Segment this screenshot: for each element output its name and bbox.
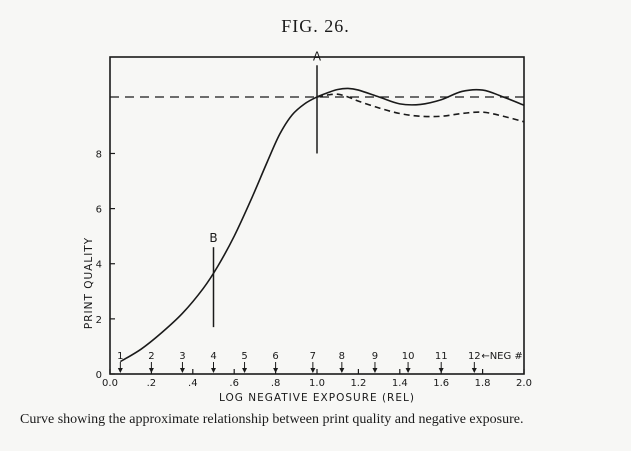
negative-arrow-head [273,368,279,373]
x-tick-label: .4 [188,378,198,389]
negative-number-label: 1 [117,351,123,362]
negative-arrow-head [179,368,185,373]
x-tick-label: 1.0 [309,378,325,389]
negative-number-label: 2 [148,351,154,362]
x-axis-title: LOG NEGATIVE EXPOSURE (REL) [219,392,415,404]
x-tick-label: 1.4 [392,378,408,389]
x-tick-label: 1.2 [350,378,366,389]
y-tick-label: 4 [96,260,102,271]
x-tick-label: 1.6 [433,378,449,389]
negative-arrow-head [117,368,123,373]
x-tick-label: .6 [229,378,239,389]
print-quality-curve [119,87,525,363]
y-tick-label: 8 [96,149,102,160]
negative-arrow-head [339,368,345,373]
negative-number-label: 8 [339,351,345,362]
negative-arrow-head [438,368,444,373]
figure-caption: Curve showing the approximate relationsh… [20,412,524,427]
negative-number-label: 7 [310,351,316,362]
negative-number-label: 5 [241,351,247,362]
y-tick-label: 0 [96,370,102,381]
x-tick-label: 0.0 [102,378,118,389]
negative-number-label: 6 [272,351,278,362]
negative-number-label: 4 [210,351,216,362]
negative-number-label: 10 [402,351,415,362]
negative-number-label: 11 [435,351,448,362]
negative-arrow-head [242,368,248,373]
negative-arrow-head [310,368,316,373]
negative-number-label: 12 [468,351,481,362]
dashed-quality-curve [316,93,525,123]
negative-arrow-head [148,368,154,373]
negative-arrow-head [372,368,378,373]
y-axis-title: PRINT QUALITY [83,237,95,329]
x-tick-label: .8 [271,378,281,389]
y-tick-label: 6 [96,205,102,216]
x-tick-label: .2 [147,378,157,389]
negative-arrow-head [405,368,411,373]
negative-number-suffix: ←NEG # [481,351,522,362]
x-tick-label: 2.0 [516,378,532,389]
negative-number-label: 3 [179,351,185,362]
negative-arrow-head [211,368,216,373]
marker-label-b: B [209,231,217,245]
y-tick-label: 2 [96,315,102,326]
figure-title: FIG. 26. [281,16,350,36]
x-tick-label: 1.8 [475,378,491,389]
negative-number-label: 9 [372,351,378,362]
negative-arrow-head [471,368,477,373]
marker-label-a: A [313,49,322,63]
